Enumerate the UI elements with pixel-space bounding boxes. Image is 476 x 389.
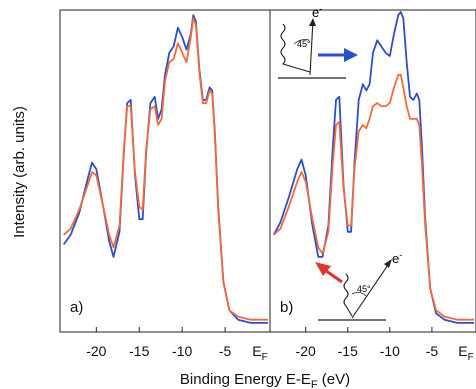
x-tick-label: -15 [338, 343, 358, 359]
blue-arrowhead-icon [344, 48, 358, 62]
arrowhead-icon [309, 18, 316, 26]
blue-spectrum-line [272, 11, 474, 324]
panel-label: b) [280, 299, 293, 316]
photon-inset-top: 45° e- [278, 4, 358, 79]
panel-frame [59, 9, 271, 333]
red-spectrum-line [63, 17, 268, 321]
x-axis-label: Binding Energy E-EF (eV) [180, 371, 350, 389]
angle-label: 45° [357, 284, 371, 294]
x-tick-label: -5 [426, 343, 439, 359]
x-tick-label: -15 [129, 343, 149, 359]
angle-arc-icon [351, 292, 367, 297]
arrowhead-icon [384, 259, 392, 268]
photon-inset-bottom: 45° e- [315, 250, 402, 321]
panel-a: -20 -15 -10 -5 EF a) [59, 9, 271, 363]
angle-label: 45° [297, 39, 311, 49]
y-axis-label: Intensity (arb. units) [11, 106, 28, 238]
x-tick-label: -20 [86, 343, 106, 359]
ef-tick-label: EF [252, 343, 267, 363]
x-tick-label: -20 [296, 343, 316, 359]
x-tick-label: -10 [380, 343, 400, 359]
panel-label: a) [70, 299, 83, 316]
electron-label: e- [392, 250, 402, 266]
red-spectrum-line [273, 73, 474, 321]
panel-frame [269, 9, 476, 333]
panel-b: -20 -15 -10 -5 EF b) 45° e- 45° e- [269, 4, 476, 363]
electron-arrow-icon [309, 19, 314, 76]
blue-spectrum-line [62, 14, 268, 324]
electron-label: e- [312, 4, 322, 20]
electron-arrow-icon [351, 261, 391, 319]
x-tick-label: -10 [172, 343, 192, 359]
photon-wave-icon [280, 23, 311, 73]
angle-arc-icon [293, 39, 310, 45]
x-tick-label: -5 [219, 343, 232, 359]
photon-wave-icon [343, 273, 353, 317]
ef-tick-label: EF [458, 343, 473, 363]
red-arrowhead-icon [315, 262, 331, 276]
